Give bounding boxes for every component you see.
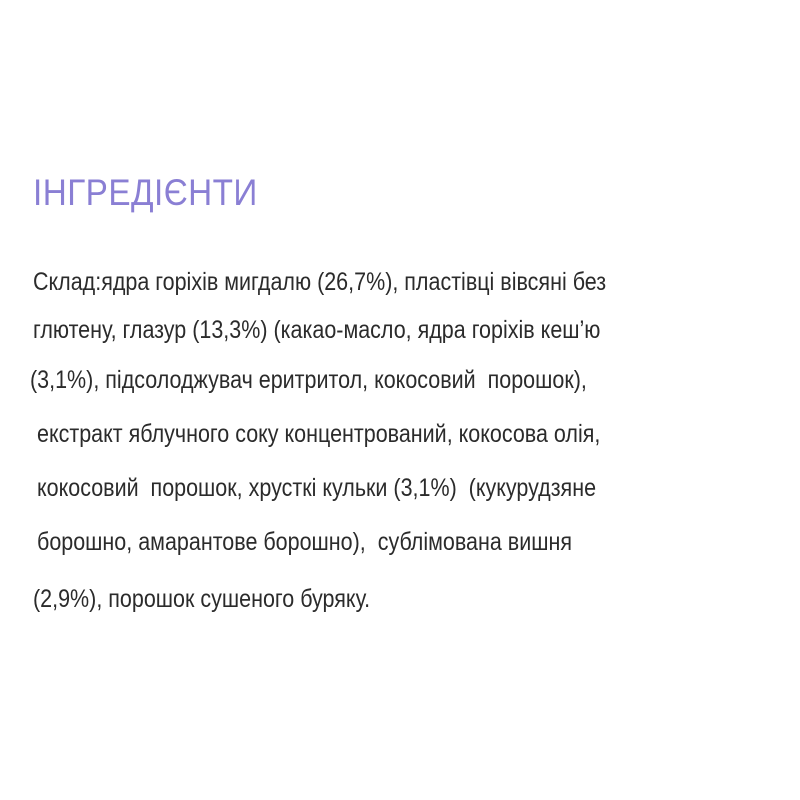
section-title: ІНГРЕДІЄНТИ bbox=[33, 172, 258, 213]
ingredients-line: Склад:ядра горіхів мигдалю (26,7%), плас… bbox=[33, 268, 607, 296]
ingredients-line: борошно, амарантове борошно), сублімован… bbox=[37, 528, 573, 556]
ingredients-line: (2,9%), порошок сушеного буряку. bbox=[33, 585, 371, 613]
ingredients-line: (3,1%), підсолоджувач еритритол, кокосов… bbox=[30, 366, 587, 394]
ingredients-line: екстракт яблучного соку концентрований, … bbox=[37, 420, 601, 448]
ingredients-line: кокосовий порошок, хрусткі кульки (3,1%)… bbox=[37, 474, 597, 502]
ingredients-line: глютену, глазур (13,3%) (какао-масло, яд… bbox=[33, 316, 601, 344]
